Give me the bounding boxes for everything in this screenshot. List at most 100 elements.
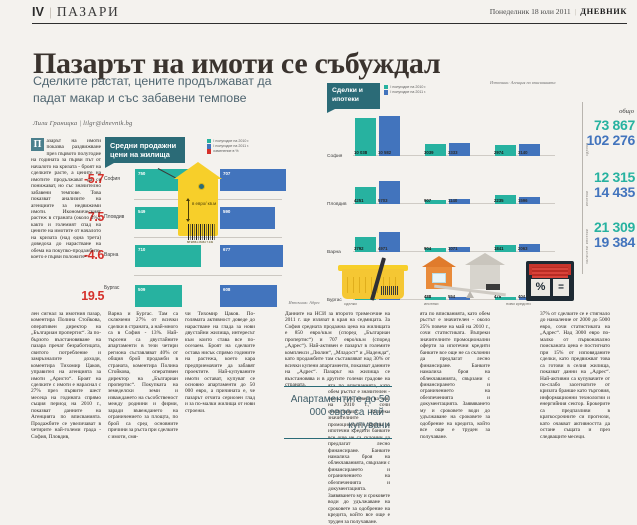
bar-fill	[519, 196, 540, 204]
total-2010: 12 315	[593, 169, 635, 185]
bar-fill	[355, 236, 376, 252]
newspaper-page: IV | ПАЗАРИ Понеделник 18 юли 2011 | ДНЕ…	[31, 4, 635, 525]
bar-fill	[495, 144, 516, 156]
bar-value: 2063	[518, 245, 528, 251]
totals-deals: 73 867 102 276	[586, 118, 635, 147]
seesaw-weight	[486, 284, 500, 290]
publication-brand: ДНЕВНИК	[580, 7, 627, 16]
bar-value: 1841	[494, 245, 504, 251]
change-value: -5.7	[84, 172, 104, 186]
article-subhead: Сделките растат, цените продължават да п…	[33, 74, 272, 105]
bar-fill	[449, 296, 470, 300]
total-2011: 19 384	[593, 233, 635, 250]
chart-row: Варна 3792 4971 904 1071 1841	[327, 206, 555, 255]
bar-value: 3333	[448, 149, 458, 155]
legend-item: I полугодие на 2011 г.	[207, 144, 249, 149]
bar-value: 1140	[448, 197, 458, 203]
bar-2011: 608	[220, 285, 277, 307]
issue-date: Понеделник 18 юли 2011	[489, 7, 571, 16]
row-baseline	[353, 203, 555, 204]
bar-value: 4971	[378, 245, 388, 251]
house-grey-icon	[465, 253, 505, 289]
bar-fill	[425, 247, 446, 252]
bar-fill	[379, 231, 400, 252]
row-baseline	[353, 299, 555, 300]
legend-label-2010: I полугодие на 2010 г.	[213, 139, 250, 143]
body-column-6: ята по вписванията, като обем ръстът е з…	[420, 311, 490, 440]
chart-row: София 10 038 10 582 3039 3333 2974	[327, 110, 555, 159]
masthead-right: Понеделник 18 юли 2011 | ДНЕВНИК	[490, 7, 627, 16]
bar-fill	[495, 244, 516, 252]
row-baseline	[353, 251, 555, 252]
bar-value-2011: 677	[223, 247, 231, 252]
price-tag-icon: в евро/ кв.м 88 99561 26364 7 449	[157, 162, 222, 244]
bar-2011: 707	[220, 169, 286, 191]
masthead-left: IV | ПАЗАРИ	[32, 4, 119, 20]
bar-fill	[425, 296, 446, 300]
chart-source-prices: Източник: Адрес	[288, 300, 320, 305]
bar-value: 2974	[494, 149, 504, 155]
body-column-4: чи Тихомир Цаков. По-голямата активност …	[185, 311, 255, 414]
bar-fill	[449, 142, 470, 156]
bar-value: 907	[424, 197, 432, 203]
chart-source-deals: Източник: Агенция по вписванията	[490, 80, 556, 85]
row-label: София	[104, 176, 121, 182]
page-title: Пазарът на имоти се събуждал	[33, 47, 441, 81]
body-column-5-top: Данните на НСИ за второто тримесечие на …	[285, 311, 390, 388]
basket-handle	[338, 265, 408, 271]
bar-fill	[495, 194, 516, 204]
masthead-divider-2: |	[574, 7, 577, 16]
row-label: Пловдив	[104, 214, 125, 220]
chart-row: Пловдив 4251 5703 907 1140 2235	[327, 158, 555, 207]
total-header: общо	[619, 108, 634, 115]
section-title: ПАЗАРИ	[56, 4, 120, 19]
illustration-caption: ипотеки	[424, 301, 439, 306]
bar-value-2011: 707	[223, 171, 231, 176]
bar-value: 4251	[354, 197, 364, 203]
bar-fill	[379, 115, 400, 156]
tag-body: в евро/ кв.м 88 99561 26364 7 449	[178, 178, 218, 244]
bar-value: 3140	[518, 149, 528, 155]
total-2011: 14 435	[593, 183, 635, 200]
totals-divider	[582, 102, 583, 274]
bar-value: 10 582	[378, 149, 392, 155]
row-label: Варна	[104, 252, 119, 258]
basket-barcode-icon	[381, 286, 399, 295]
bar-fill	[495, 296, 516, 300]
house-orange-icon	[422, 256, 456, 289]
change-value: -4.6	[84, 248, 104, 262]
legend-swatch-2011	[384, 90, 389, 95]
legend-swatch-2010	[207, 139, 212, 144]
legend-swatch-2010	[384, 85, 389, 90]
total-2010: 21 309	[593, 219, 635, 235]
legend-label-2011: I полугодие на 2011 г.	[213, 144, 249, 149]
body-text-1: азарът на имоти показва раздвижване през…	[31, 138, 101, 261]
bar-fill	[379, 180, 400, 204]
bar-fill	[355, 117, 376, 156]
percent-key: %	[531, 279, 550, 296]
bar-value: 2235	[494, 197, 504, 203]
arrow-icon	[186, 198, 190, 222]
bar-value: 1071	[448, 245, 458, 251]
totals-mortgages: 12 315 14 435	[594, 170, 635, 199]
window-icon	[432, 273, 446, 283]
bar-value-2011: 608	[223, 287, 231, 292]
legend-item: I полугодие на 2010 г.	[384, 85, 426, 90]
bar-value-2010: 509	[138, 287, 146, 292]
legend-label-2011: I полугодие на 2011 г.	[390, 90, 426, 95]
legend-item: I полугодие на 2010 г.	[207, 139, 249, 144]
bar-value-2010: 710	[138, 247, 146, 252]
bar-2010: 549	[135, 207, 186, 229]
chart-average-prices: Средни продажни цени на жилища I полугод…	[81, 136, 320, 308]
bar-value-2010: 750	[138, 171, 146, 176]
bar-2011: 677	[220, 245, 283, 267]
chart-title-prices: Средни продажни цени на жилища	[105, 137, 185, 168]
row-label: Бургас	[104, 285, 120, 291]
illustration-caption: нови кредити	[506, 301, 531, 306]
totals-rot-label-mortgages: ипотеки	[585, 190, 589, 207]
drop-cap: П	[31, 138, 44, 151]
tag-unit-note: в евро/ кв.м	[192, 201, 217, 206]
row-baseline	[353, 155, 555, 156]
bar-fill	[425, 143, 446, 156]
